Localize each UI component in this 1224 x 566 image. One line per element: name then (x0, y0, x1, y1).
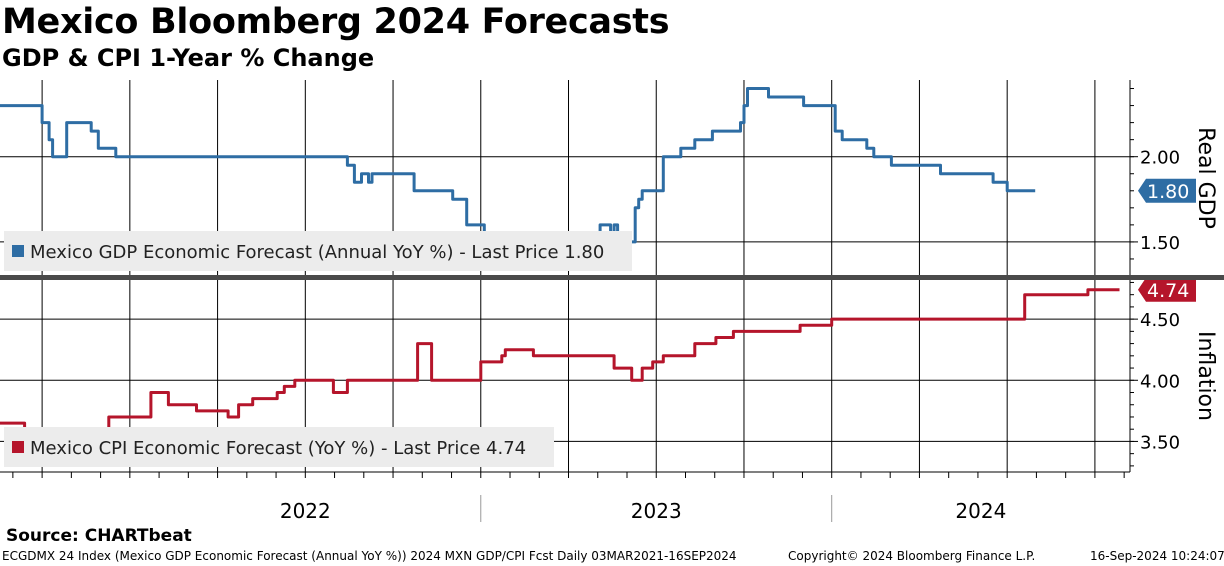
copyright: Copyright© 2024 Bloomberg Finance L.P. (788, 549, 1036, 563)
x-year-label: 2023 (631, 499, 682, 523)
page-subtitle: GDP & CPI 1-Year % Change (2, 44, 375, 72)
y-tick-label: 3.50 (1140, 432, 1180, 453)
series-lines (0, 87, 1120, 443)
y-tick-label: 4.00 (1140, 371, 1180, 392)
y-tick-label: 2.00 (1140, 148, 1180, 169)
legend-box (4, 231, 632, 271)
legends: Mexico GDP Economic Forecast (Annual YoY… (4, 231, 632, 467)
source-note: Source: CHARTbeat (6, 526, 192, 546)
x-year-label: 2022 (280, 499, 331, 523)
y-tick-label: 1.50 (1140, 233, 1180, 254)
panel-separator (0, 275, 1224, 280)
legend-swatch (12, 245, 24, 257)
series-line-0 (0, 87, 1036, 244)
page-title: Mexico Bloomberg 2024 Forecasts (2, 2, 670, 42)
index-description: ECGDMX 24 Index (Mexico GDP Economic For… (2, 549, 737, 563)
y-axis-label: Inflation (1193, 331, 1218, 421)
y-axis-label: Real GDP (1193, 127, 1218, 229)
last-price-badge (1138, 277, 1196, 302)
y-tick-label: 4.50 (1140, 310, 1180, 331)
x-year-label: 2024 (955, 499, 1006, 523)
legend-label: Mexico GDP Economic Forecast (Annual YoY… (30, 242, 604, 263)
legend-swatch (12, 441, 24, 453)
last-price-label: 4.74 (1147, 280, 1189, 302)
series-line-1 (0, 288, 1120, 443)
legend-label: Mexico CPI Economic Forecast (YoY %) - L… (30, 438, 526, 459)
legend-box (4, 427, 554, 467)
timestamp: 16-Sep-2024 10:24:07 (1090, 549, 1224, 563)
last-price-label: 1.80 (1147, 181, 1189, 203)
last-price-badge (1138, 178, 1196, 203)
